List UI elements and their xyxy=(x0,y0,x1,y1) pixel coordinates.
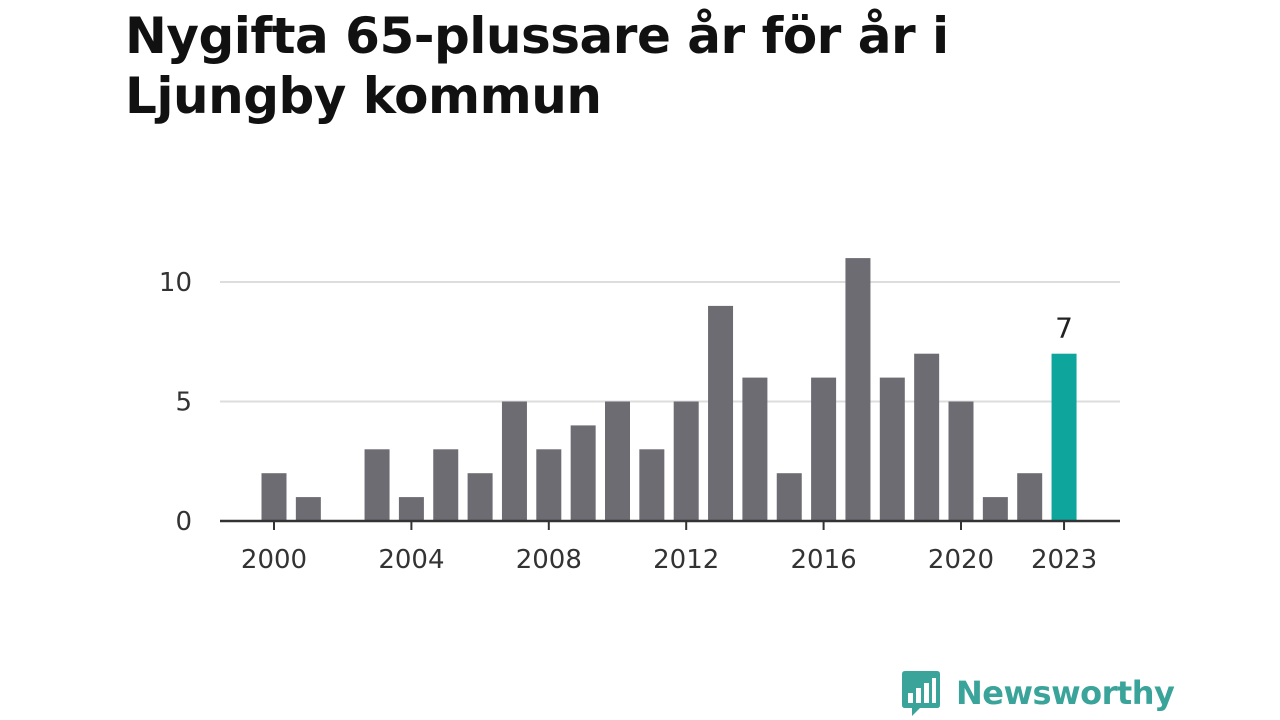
chart-title: Nygifta 65-plussare år för år i Ljungby … xyxy=(125,7,949,125)
bars xyxy=(261,258,1077,521)
bar xyxy=(673,401,699,521)
x-tick-label: 2016 xyxy=(791,545,857,575)
data-label: 7 xyxy=(1055,312,1073,345)
y-tick-label: 10 xyxy=(159,268,192,298)
x-tick-label: 2012 xyxy=(653,545,719,575)
bar xyxy=(398,497,424,521)
bar xyxy=(261,473,287,521)
bar xyxy=(467,473,493,521)
y-axis-ticks: 0 5 10 xyxy=(159,268,192,537)
y-tick-label: 0 xyxy=(175,507,192,537)
bar xyxy=(501,401,527,521)
bar xyxy=(776,473,802,521)
bar xyxy=(742,377,768,521)
bar xyxy=(845,258,871,521)
x-tick-label: 2020 xyxy=(928,545,994,575)
x-tick-label: 2023 xyxy=(1031,545,1097,575)
x-axis-ticks: 2000 2004 2008 2012 2016 2020 2023 xyxy=(241,521,1097,575)
bar-chart-speech-bubble-icon xyxy=(902,671,940,716)
bar xyxy=(536,449,562,521)
bar xyxy=(1017,473,1043,521)
bar xyxy=(982,497,1008,521)
bar xyxy=(605,401,630,521)
x-tick-label: 2000 xyxy=(241,545,307,575)
bar-chart: 0 5 10 2000 2004 2008 2012 2016 2020 2023 7 xyxy=(159,258,1120,575)
bar xyxy=(364,449,390,521)
x-tick-label: 2004 xyxy=(378,545,444,575)
bar xyxy=(1051,353,1077,521)
bar xyxy=(639,449,665,521)
x-tick-label: 2008 xyxy=(516,545,582,575)
bar xyxy=(708,305,734,521)
bar xyxy=(295,497,321,521)
bar xyxy=(433,449,459,521)
bar xyxy=(570,425,596,521)
bar xyxy=(914,353,940,521)
y-tick-label: 5 xyxy=(175,388,192,418)
bar xyxy=(948,401,974,521)
bar xyxy=(811,377,837,521)
bar xyxy=(879,377,905,521)
brand-name: Newsworthy xyxy=(956,674,1175,712)
newsworthy-logo: Newsworthy xyxy=(900,668,1175,718)
data-labels: 7 xyxy=(1055,312,1073,345)
gridlines xyxy=(220,281,1120,403)
